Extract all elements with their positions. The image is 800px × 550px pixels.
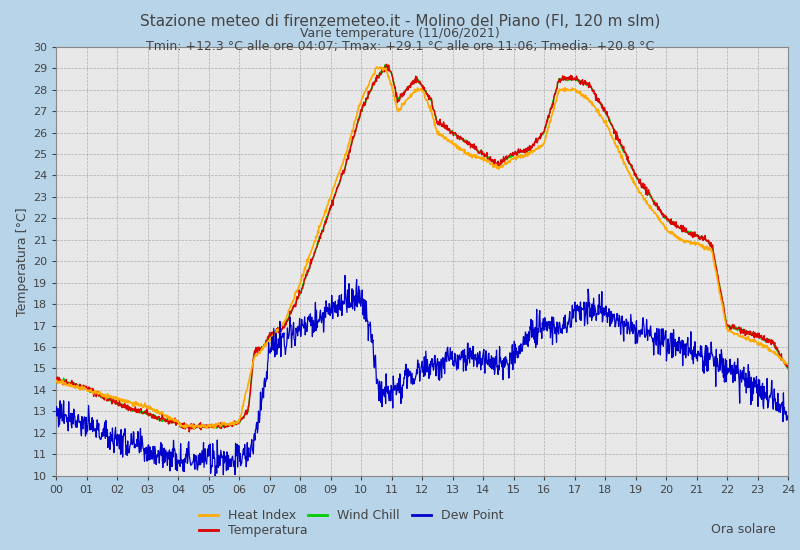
Text: Tmin: +12.3 °C alle ore 04:07; Tmax: +29.1 °C alle ore 11:06; Tmedia: +20.8 °C: Tmin: +12.3 °C alle ore 04:07; Tmax: +29…: [146, 40, 654, 53]
Text: Varie temperature (11/06/2021): Varie temperature (11/06/2021): [300, 28, 500, 41]
Y-axis label: Temperatura [°C]: Temperatura [°C]: [15, 207, 29, 316]
Text: Ora solare: Ora solare: [711, 523, 776, 536]
Legend: Temperatura: Temperatura: [194, 519, 312, 542]
Text: Stazione meteo di firenzemeteo.it - Molino del Piano (FI, 120 m slm): Stazione meteo di firenzemeteo.it - Moli…: [140, 14, 660, 29]
